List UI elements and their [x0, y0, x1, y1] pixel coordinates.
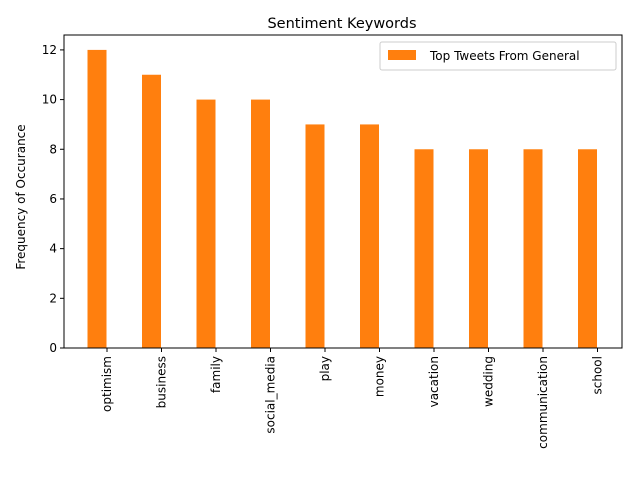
legend-box — [379, 41, 617, 71]
plot-frame — [63, 34, 623, 349]
y-axis-ticks: 0 2 4 6 8 10 12 — [42, 43, 64, 355]
y-tick-label: 2 — [49, 291, 57, 305]
legend-label: Top Tweets From General — [429, 49, 580, 63]
x-tick-label: wedding — [482, 356, 496, 407]
x-tick-label: business — [155, 356, 169, 408]
legend-swatch — [388, 50, 416, 60]
y-tick-label: 12 — [42, 43, 57, 57]
y-tick-label: 4 — [49, 242, 57, 256]
bar-social_media — [251, 99, 270, 348]
x-axis-ticks: optimism business family social_media play mo… — [100, 348, 605, 449]
bars — [87, 49, 597, 349]
y-axis-label: Frequency of Occurance — [14, 124, 28, 269]
x-tick-label: money — [373, 356, 387, 397]
bar-communication — [523, 149, 543, 348]
x-tick-label: optimism — [100, 356, 114, 412]
legend: Top Tweets From General — [379, 41, 617, 71]
x-tick-label: vacation — [427, 356, 441, 407]
y-tick-label: 6 — [49, 192, 57, 206]
x-tick-label: social_media — [264, 356, 278, 434]
x-tick-label: school — [591, 356, 605, 394]
bar-school — [578, 149, 597, 348]
bar-wedding — [469, 149, 488, 348]
bar-business — [142, 74, 161, 348]
bar-optimism — [87, 49, 107, 349]
x-tick-label: communication — [536, 356, 550, 449]
chart-title: Sentiment Keywords — [267, 16, 416, 32]
y-tick-label: 10 — [42, 93, 57, 107]
bar-vacation — [414, 149, 434, 348]
bar-family — [196, 99, 216, 348]
x-tick-label: family — [209, 356, 223, 393]
y-tick-label: 8 — [49, 142, 57, 156]
x-tick-label: play — [318, 356, 332, 381]
bar-money — [360, 124, 379, 348]
bar-play — [305, 124, 325, 348]
y-tick-label: 0 — [49, 341, 57, 355]
